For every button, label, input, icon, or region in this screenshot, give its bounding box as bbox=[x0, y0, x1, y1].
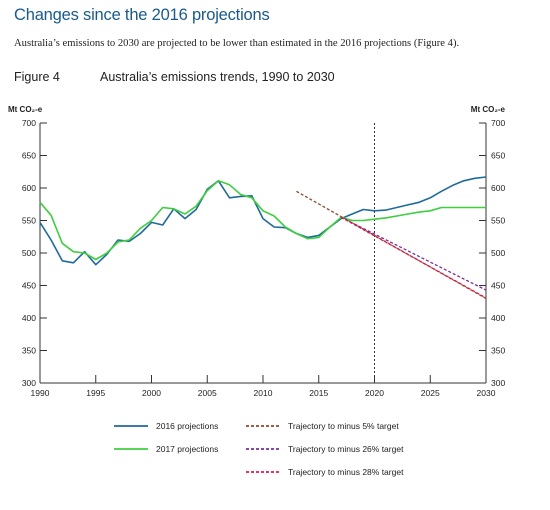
y-axis-unit-left: Mt CO₂-e bbox=[8, 105, 43, 114]
x-tick-label: 2020 bbox=[365, 388, 384, 398]
y-axis-unit-right: Mt CO₂-e bbox=[471, 105, 506, 114]
y-tick-label-right: 650 bbox=[491, 151, 505, 161]
x-tick-label: 2000 bbox=[142, 388, 161, 398]
y-tick-label-left: 700 bbox=[22, 118, 36, 128]
y-tick-label-left: 400 bbox=[22, 313, 36, 323]
legend-label-3: Trajectory to minus 5% target bbox=[288, 421, 399, 431]
figure-title: Australia’s emissions trends, 1990 to 20… bbox=[100, 70, 335, 84]
x-tick-label: 2005 bbox=[198, 388, 217, 398]
series-line-4 bbox=[340, 216, 487, 291]
chart-ticks: 300 300 350 350 400 400 450 450 500 500 550 550 600 6… bbox=[22, 118, 506, 398]
y-tick-label-left: 450 bbox=[22, 281, 36, 291]
page-heading: Changes since the 2016 projections bbox=[14, 6, 270, 24]
legend-label-5: Trajectory to minus 28% target bbox=[288, 467, 404, 477]
y-tick-label-right: 300 bbox=[491, 378, 505, 388]
legend-label-4: Trajectory to minus 26% target bbox=[288, 444, 404, 454]
series-line-3 bbox=[296, 190, 487, 300]
y-tick-label-left: 300 bbox=[22, 378, 36, 388]
figure-number: Figure 4 bbox=[14, 70, 60, 84]
y-tick-label-left: 650 bbox=[22, 151, 36, 161]
x-tick-label: 2015 bbox=[309, 388, 328, 398]
y-tick-label-left: 500 bbox=[22, 248, 36, 258]
chart-axes: Mt CO₂-e Mt CO₂-e bbox=[8, 105, 506, 384]
x-tick-label: 1995 bbox=[86, 388, 105, 398]
series-line-5 bbox=[340, 216, 487, 299]
x-tick-label: 1990 bbox=[31, 388, 50, 398]
intro-paragraph: Australia’s emissions to 2030 are projec… bbox=[14, 38, 460, 49]
series-line-1 bbox=[39, 176, 487, 266]
chart-series bbox=[39, 176, 487, 300]
y-tick-label-right: 450 bbox=[491, 281, 505, 291]
x-tick-label: 2030 bbox=[477, 388, 496, 398]
y-tick-label-right: 500 bbox=[491, 248, 505, 258]
y-tick-label-right: 350 bbox=[491, 346, 505, 356]
legend-label-1: 2016 projections bbox=[156, 421, 218, 431]
y-tick-label-left: 550 bbox=[22, 216, 36, 226]
x-tick-label: 2025 bbox=[421, 388, 440, 398]
x-tick-label: 2010 bbox=[254, 388, 273, 398]
y-tick-label-right: 400 bbox=[491, 313, 505, 323]
y-tick-label-left: 600 bbox=[22, 183, 36, 193]
series-line-2 bbox=[39, 180, 486, 261]
y-tick-label-right: 600 bbox=[491, 183, 505, 193]
y-tick-label-right: 550 bbox=[491, 216, 505, 226]
y-tick-label-left: 350 bbox=[22, 346, 36, 356]
legend-label-2: 2017 projections bbox=[156, 444, 218, 454]
chart-legend: 2016 projections 2017 projections Trajecto… bbox=[114, 421, 404, 477]
y-tick-label-right: 700 bbox=[491, 118, 505, 128]
